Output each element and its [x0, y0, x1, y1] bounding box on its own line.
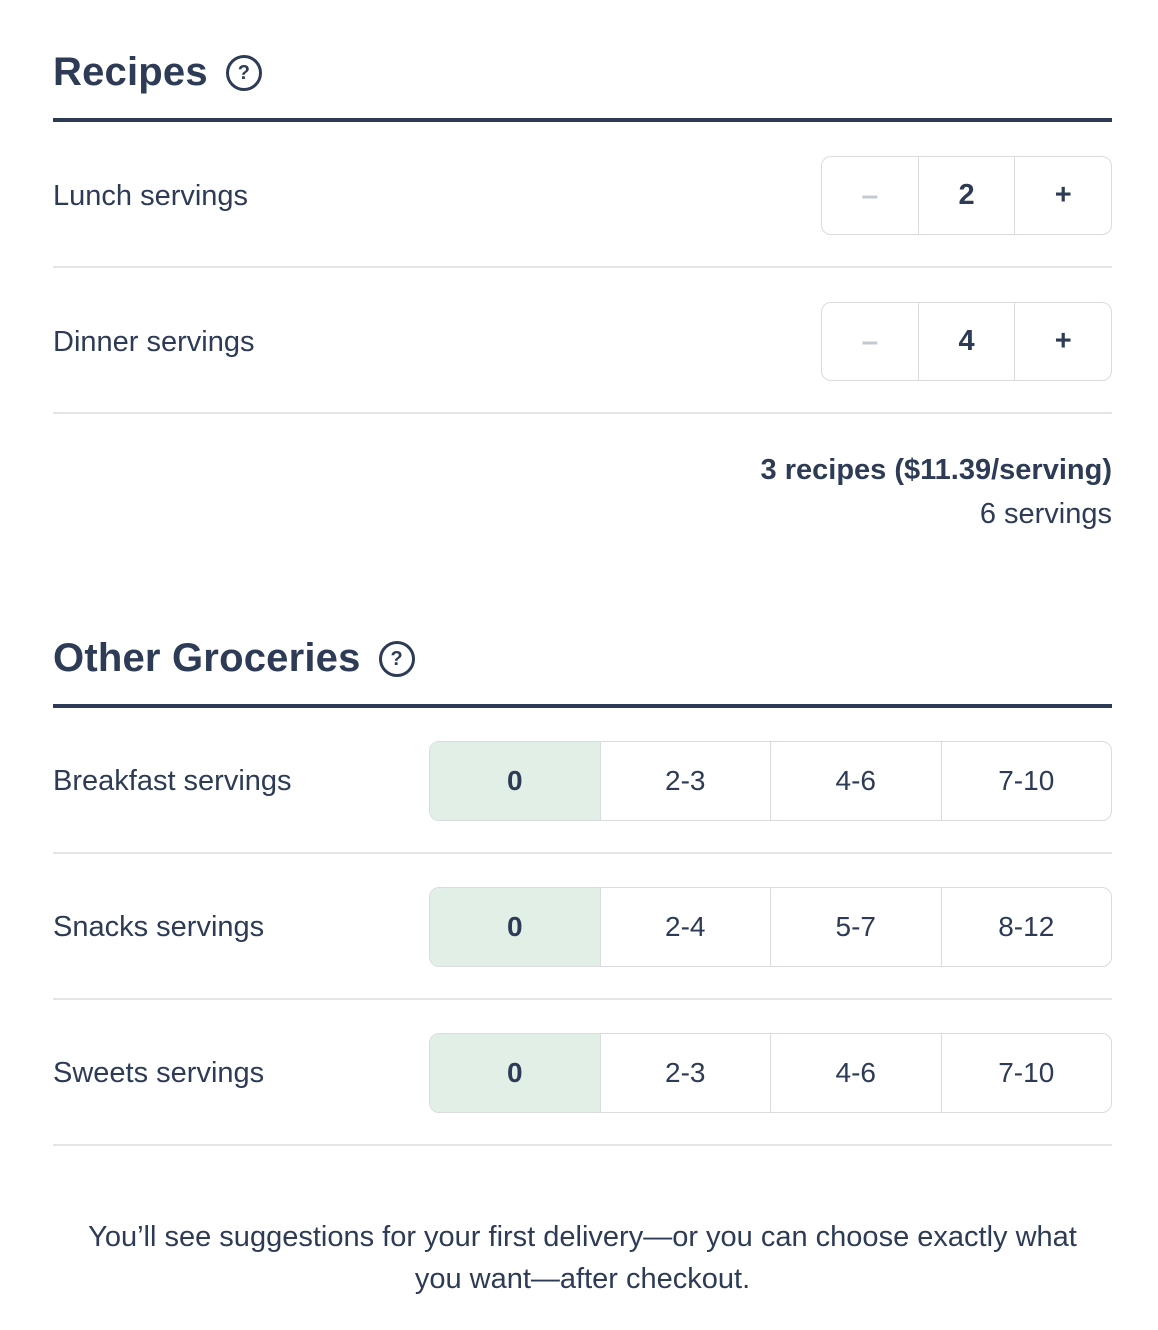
checkout-suggestions-note: You’ll see suggestions for your first de… [88, 1221, 1077, 1295]
other-groceries-help-icon[interactable]: ? [378, 641, 415, 677]
lunch-decrement-button[interactable]: – [861, 178, 879, 212]
recipes-summary-servings: 6 servings [979, 498, 1112, 530]
other-groceries-heading: Other Groceries ? [53, 634, 1112, 682]
snacks-option-2-4[interactable]: 2-4 [599, 888, 771, 966]
lunch-servings-label: Lunch servings [53, 179, 249, 212]
lunch-servings-stepper: – 2 + [821, 156, 1112, 235]
recipes-heading: Recipes ? [53, 48, 1112, 96]
breakfast-servings-row: Breakfast servings 0 2-3 4-6 7-10 [53, 708, 1112, 854]
recipes-help-icon[interactable]: ? [225, 55, 262, 91]
other-groceries-divider [53, 704, 1112, 708]
recipes-section: Recipes ? Lunch servings – 2 + Dinner se… [53, 48, 1112, 534]
recipes-title: Recipes [53, 50, 208, 94]
dinner-servings-stepper: – 4 + [821, 302, 1112, 381]
breakfast-servings-segmented-control: 0 2-3 4-6 7-10 [429, 741, 1112, 821]
dinner-increment-button[interactable]: + [1014, 303, 1111, 380]
sweets-servings-label: Sweets servings [53, 1057, 265, 1089]
lunch-increment-button[interactable]: + [1014, 157, 1111, 234]
dinner-servings-row: Dinner servings – 4 + [53, 268, 1112, 414]
sweets-option-2-3[interactable]: 2-3 [599, 1034, 771, 1112]
sweets-servings-segmented-control: 0 2-3 4-6 7-10 [429, 1033, 1112, 1113]
snacks-option-5-7[interactable]: 5-7 [770, 888, 941, 966]
recipes-divider [53, 118, 1112, 122]
sweets-servings-row: Sweets servings 0 2-3 4-6 7-10 [53, 1000, 1112, 1146]
breakfast-option-2-3[interactable]: 2-3 [599, 742, 771, 820]
breakfast-servings-label: Breakfast servings [53, 765, 292, 797]
dinner-decrement-button[interactable]: – [861, 324, 879, 358]
sweets-option-0[interactable]: 0 [430, 1034, 600, 1112]
recipes-summary: 3 recipes ($11.39/serving) 6 servings [53, 414, 1112, 534]
dinner-servings-label: Dinner servings [53, 325, 255, 358]
lunch-servings-value: 2 [917, 157, 1015, 234]
breakfast-option-0[interactable]: 0 [430, 742, 600, 820]
sweets-option-7-10[interactable]: 7-10 [940, 1034, 1112, 1112]
breakfast-option-7-10[interactable]: 7-10 [940, 742, 1112, 820]
lunch-servings-row: Lunch servings – 2 + [53, 122, 1112, 268]
recipes-summary-price: 3 recipes ($11.39/serving) [760, 454, 1112, 486]
breakfast-option-4-6[interactable]: 4-6 [770, 742, 941, 820]
snacks-servings-segmented-control: 0 2-4 5-7 8-12 [429, 887, 1112, 967]
snacks-servings-label: Snacks servings [53, 911, 265, 943]
snacks-servings-row: Snacks servings 0 2-4 5-7 8-12 [53, 854, 1112, 1000]
dinner-servings-value: 4 [917, 303, 1015, 380]
other-groceries-section: Other Groceries ? Breakfast servings 0 2… [53, 634, 1112, 1146]
sweets-option-4-6[interactable]: 4-6 [770, 1034, 941, 1112]
snacks-option-0[interactable]: 0 [430, 888, 600, 966]
other-groceries-title: Other Groceries [53, 636, 361, 680]
snacks-option-8-12[interactable]: 8-12 [940, 888, 1112, 966]
